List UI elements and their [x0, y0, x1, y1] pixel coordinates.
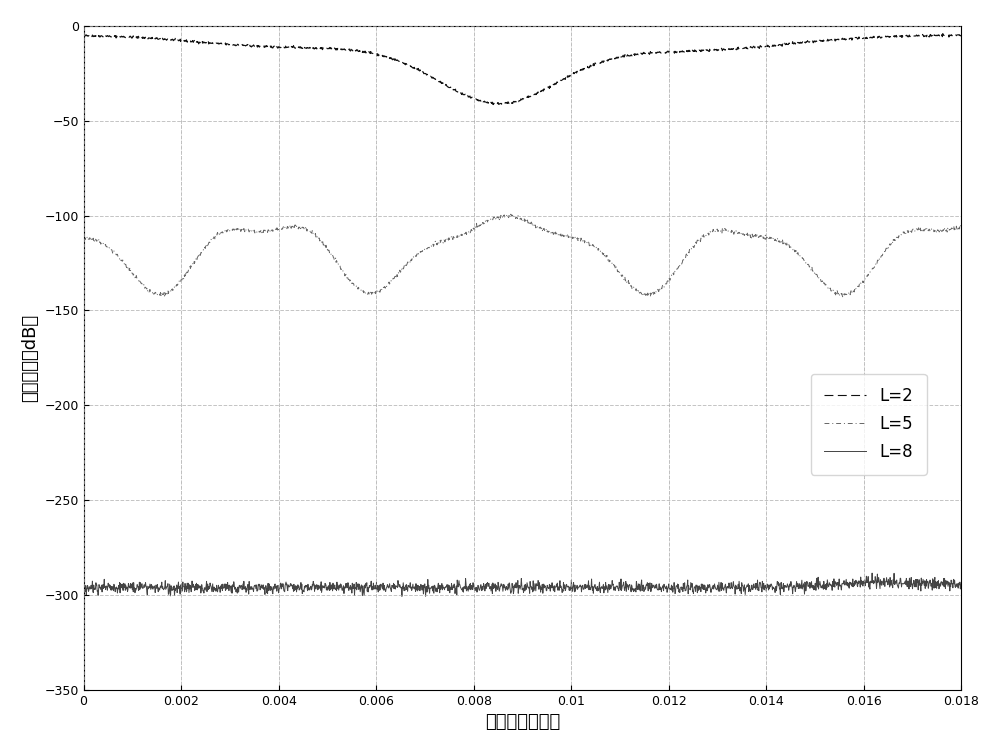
- Line: L=5: L=5: [84, 214, 961, 297]
- L=2: [937, 29, 949, 38]
- L=2: [122, 32, 134, 41]
- Line: L=2: L=2: [84, 34, 961, 105]
- L=8: [78, 585, 90, 594]
- L=2: [930, 32, 942, 41]
- L=5: [837, 293, 849, 302]
- L=8: [482, 578, 494, 587]
- L=5: [505, 210, 517, 219]
- L=8: [955, 584, 967, 593]
- L=2: [487, 100, 499, 109]
- L=2: [78, 31, 90, 40]
- L=8: [931, 584, 943, 593]
- L=5: [481, 216, 493, 225]
- X-axis label: 归一化空间频率: 归一化空间频率: [485, 713, 560, 731]
- L=5: [955, 221, 967, 230]
- L=8: [122, 579, 134, 588]
- Y-axis label: 拟合误差（dBＩ: 拟合误差（dBＩ: [21, 314, 39, 402]
- Line: L=8: L=8: [84, 573, 961, 596]
- L=5: [931, 229, 943, 238]
- L=8: [505, 589, 517, 598]
- L=5: [769, 235, 781, 244]
- L=2: [955, 32, 967, 41]
- L=5: [504, 213, 516, 222]
- L=2: [930, 31, 942, 40]
- L=2: [505, 99, 517, 108]
- L=8: [420, 592, 432, 601]
- L=5: [122, 265, 134, 274]
- L=5: [78, 233, 90, 242]
- L=8: [769, 588, 781, 597]
- L=2: [481, 98, 493, 107]
- L=5: [930, 226, 942, 235]
- L=8: [930, 579, 942, 588]
- Legend: L=2, L=5, L=8: L=2, L=5, L=8: [811, 374, 927, 475]
- L=2: [769, 41, 781, 50]
- L=8: [866, 569, 878, 578]
